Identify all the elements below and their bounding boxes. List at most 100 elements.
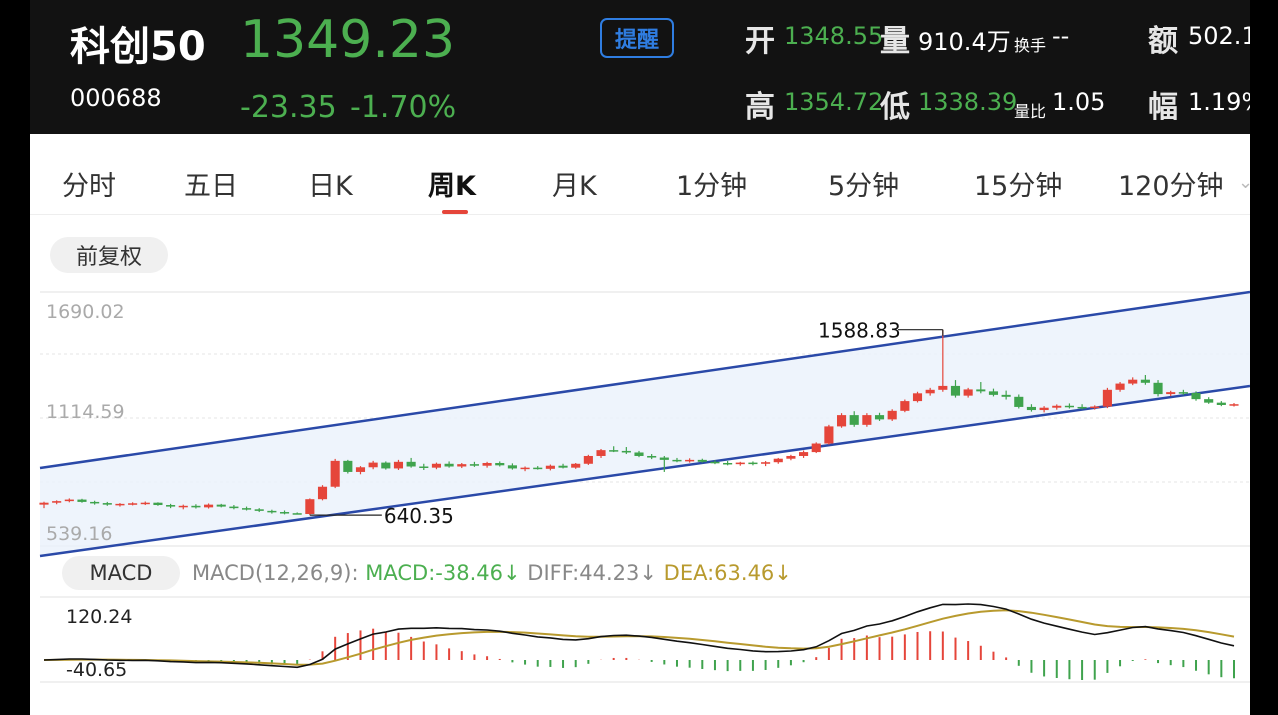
volume-label: 量 (880, 24, 910, 59)
candle-body (748, 462, 758, 465)
candle-body (39, 502, 49, 505)
candle-body (153, 502, 163, 506)
candle-body (507, 465, 517, 469)
amount-value: 502.1 (1188, 22, 1250, 50)
candle-body (406, 461, 416, 467)
diff-line (43, 603, 1235, 669)
tab-five-day[interactable]: 五日 (184, 171, 238, 202)
dea-value: DEA:63.46↓ (663, 561, 792, 585)
macd-indicator-selector[interactable]: MACD (62, 556, 180, 590)
index-name: 科创50 (70, 24, 206, 70)
candle-body (1026, 406, 1037, 411)
tab-15min[interactable]: 15分钟 (974, 171, 1063, 202)
turnover-value: -- (1052, 22, 1070, 50)
candle-body (115, 503, 125, 506)
price-change-percent: -1.70% (350, 90, 457, 125)
candle-body (545, 465, 555, 469)
candlestick-chart: 1690.02 1114.59 539.16 1588.83 640.35 120.24 -… (39, 290, 1250, 683)
candle-body (482, 462, 492, 466)
candle-body (596, 450, 606, 456)
candle-body (1128, 379, 1138, 384)
candle-body (64, 499, 74, 502)
low-value: 1338.39 (918, 88, 1018, 116)
candle-body (1001, 394, 1011, 397)
price-change: -23.35 (240, 90, 337, 125)
candle-body (381, 462, 391, 469)
volume-ratio-label: 量比 (1014, 102, 1047, 121)
tab-1min[interactable]: 1分钟 (676, 171, 748, 202)
volume-value: 910.4万 (918, 28, 1011, 56)
candle-body (887, 410, 897, 420)
candle-body (444, 463, 454, 467)
candle-body (786, 455, 796, 459)
candle-body (735, 462, 745, 465)
candle-body (1077, 406, 1087, 409)
diff-value: DIFF:44.23↓ (527, 561, 657, 585)
candle-body (241, 508, 252, 510)
candle-body (279, 512, 290, 514)
quote-header: 科创50 000688 1349.23 -23.35 -1.70% 提醒 开 1… (30, 0, 1250, 134)
last-price: 1349.23 (240, 10, 456, 70)
candle-body (140, 502, 150, 505)
index-code: 000688 (70, 84, 162, 112)
candle-body (1014, 396, 1024, 407)
candle-body (419, 466, 429, 468)
candle-body (685, 459, 695, 462)
candle-body (317, 486, 328, 500)
high-value: 1354.72 (784, 88, 884, 116)
open-label: 开 (745, 24, 775, 59)
candle-body (672, 459, 682, 462)
tab-120min[interactable]: 120分钟 (1118, 171, 1224, 202)
tab-weekly-k[interactable]: 周K (428, 171, 476, 202)
candle-body (583, 455, 593, 464)
candle-body (647, 455, 657, 458)
candle-body (976, 389, 986, 392)
alert-button[interactable]: 提醒 (600, 18, 674, 58)
channel-fill (40, 292, 1250, 556)
candle-body (900, 401, 910, 411)
candle-body (558, 465, 568, 468)
tab-monthly-k[interactable]: 月K (552, 171, 597, 202)
tab-intraday[interactable]: 分时 (62, 171, 116, 202)
dea-line (43, 609, 1235, 666)
candle-body (1052, 405, 1062, 408)
candle-body (229, 506, 239, 509)
candle-body (862, 415, 872, 425)
candle-body (799, 452, 809, 456)
candle-body (609, 450, 619, 452)
low-annotation-label: 640.35 (384, 504, 454, 528)
candle-body (254, 509, 264, 511)
adjustment-toggle[interactable]: 前复权 (50, 237, 168, 273)
candle-body (723, 462, 733, 465)
candle-body (1140, 379, 1150, 383)
candle-body (1153, 382, 1163, 395)
candle-body (912, 393, 923, 402)
candle-body (1115, 383, 1125, 390)
candle-body (343, 460, 353, 472)
candle-body (393, 461, 404, 469)
candle-body (457, 464, 467, 467)
high-annotation-label: 1588.83 (818, 319, 901, 343)
amplitude-label: 幅 (1148, 90, 1178, 125)
candle-body (191, 505, 201, 508)
macd-value: MACD:-38.46↓ (365, 561, 521, 585)
candle-body (963, 389, 973, 396)
candle-body (1178, 392, 1188, 394)
candle-body (305, 499, 315, 514)
tab-5min[interactable]: 5分钟 (828, 171, 900, 202)
candle-body (128, 503, 138, 505)
chevron-down-icon[interactable]: ⌄ (1238, 172, 1250, 193)
low-label: 低 (880, 90, 910, 125)
candle-body (634, 452, 644, 456)
candle-body (102, 503, 112, 505)
candle-body (1064, 405, 1074, 408)
candle-body (204, 504, 214, 508)
period-tabs: 分时 五日 日K 周K 月K 1分钟 5分钟 15分钟 120分钟 ⌄ (30, 150, 1250, 215)
candle-body (773, 458, 783, 463)
candle-body (761, 462, 771, 464)
candle-body (166, 505, 176, 507)
candle-body (925, 389, 935, 394)
candle-body (355, 467, 366, 472)
candle-body (77, 499, 87, 502)
tab-daily-k[interactable]: 日K (308, 171, 353, 202)
